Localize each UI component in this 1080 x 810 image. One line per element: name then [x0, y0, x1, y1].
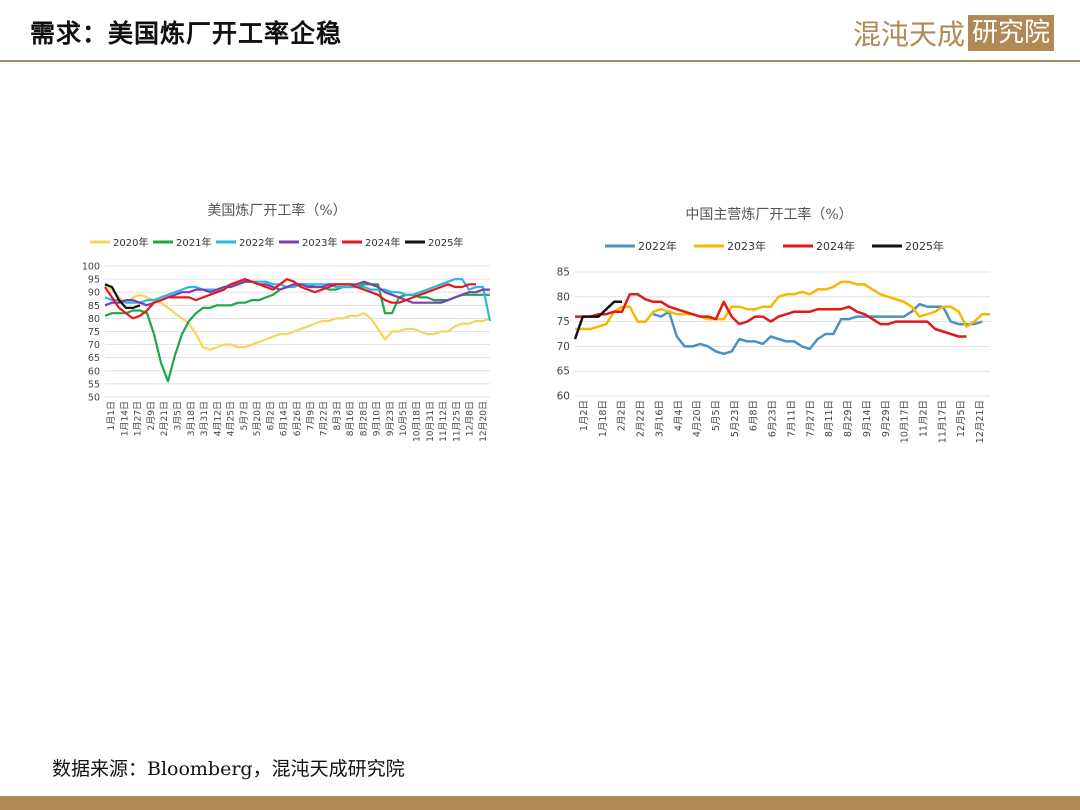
- x-tick-label: 10月18日: [411, 401, 422, 442]
- x-tick-label: 1月14日: [119, 401, 130, 436]
- x-tick-label: 7月9日: [305, 401, 316, 430]
- x-tick-label: 2月21日: [159, 401, 170, 436]
- x-tick-label: 5月7日: [239, 401, 250, 430]
- x-tick-label: 6月26日: [292, 401, 303, 436]
- x-tick-label: 11月25日: [451, 401, 462, 442]
- x-tick-label: 12月20日: [478, 401, 489, 442]
- x-tick-label: 8月29日: [843, 400, 854, 437]
- y-tick-label: 95: [88, 275, 100, 286]
- legend-label-1: 2023年: [727, 239, 766, 253]
- x-tick-label: 9月14日: [862, 400, 873, 437]
- legend-label-3: 2023年: [302, 236, 337, 249]
- legend-label-0: 2022年: [638, 239, 677, 253]
- x-tick-label: 5月23日: [730, 400, 741, 437]
- x-tick-label: 2月9日: [146, 401, 157, 430]
- x-tick-label: 10月17日: [900, 400, 911, 443]
- x-tick-label: 11月2日: [918, 400, 929, 437]
- series-line-2020年: [104, 283, 491, 351]
- y-tick-label: 80: [557, 291, 570, 303]
- series-line-2024年: [104, 278, 476, 320]
- x-tick-label: 3月31日: [199, 401, 210, 436]
- x-tick-label: 8月16日: [345, 401, 356, 436]
- series-line-2025年: [104, 283, 141, 309]
- legend-label-1: 2021年: [176, 236, 211, 249]
- x-tick-label: 12月5日: [956, 400, 967, 437]
- x-tick-label: 4月12日: [212, 401, 223, 436]
- y-tick-label: 80: [88, 314, 100, 325]
- x-tick-label: 1月18日: [598, 400, 609, 437]
- y-tick-label: 75: [88, 327, 100, 338]
- x-tick-label: 8月3日: [332, 401, 343, 430]
- logo-box-text: 研究院: [967, 15, 1054, 51]
- x-tick-label: 1月2日: [579, 400, 590, 431]
- x-tick-label: 4月4日: [673, 400, 684, 431]
- x-tick-label: 6月23日: [768, 400, 779, 437]
- legend-label-5: 2025年: [428, 236, 463, 249]
- legend-label-0: 2020年: [113, 236, 148, 249]
- series-line-2023年: [575, 280, 990, 331]
- legend-label-4: 2024年: [365, 236, 400, 249]
- x-tick-label: 5月5日: [711, 400, 722, 431]
- x-tick-label: 12月21日: [975, 400, 986, 443]
- x-tick-label: 4月25日: [226, 401, 237, 436]
- series-line-2022年: [652, 302, 983, 356]
- y-tick-label: 90: [88, 288, 100, 299]
- x-tick-label: 10月31日: [425, 401, 436, 442]
- y-tick-label: 60: [88, 366, 100, 377]
- y-tick-label: 55: [88, 379, 100, 390]
- x-tick-label: 3月16日: [654, 400, 665, 437]
- x-tick-label: 1月27日: [133, 401, 144, 436]
- y-tick-label: 65: [557, 366, 570, 378]
- y-tick-label: 85: [557, 267, 570, 279]
- x-tick-label: 12月8日: [465, 401, 476, 436]
- x-tick-label: 9月29日: [881, 400, 892, 437]
- y-tick-label: 75: [557, 316, 570, 328]
- series-line-2024年: [575, 293, 967, 338]
- x-tick-label: 7月22日: [319, 401, 330, 436]
- x-tick-label: 1月1日: [106, 401, 117, 430]
- china-refinery-utilization-chart: 中国主营炼厂开工率（%） 2022年 2023年 2024年 2025年 85 80 75 70…: [557, 206, 990, 443]
- x-tick-label: 4月20日: [692, 400, 703, 437]
- y-tick-label: 85: [88, 301, 100, 312]
- y-tick-label: 65: [88, 353, 100, 364]
- x-tick-label: 6月8日: [749, 400, 760, 431]
- legend-label-2: 2022年: [239, 236, 274, 249]
- x-tick-label: 9月10日: [372, 401, 383, 436]
- legend-label-2: 2024年: [816, 239, 855, 253]
- source-note: 数据来源：Bloomberg，混沌天成研究院: [52, 758, 405, 780]
- slide-title: 需求：美国炼厂开工率企稳: [30, 19, 343, 48]
- x-tick-label: 8月28日: [358, 401, 369, 436]
- x-tick-label: 2月22日: [636, 400, 647, 437]
- y-tick-label: 70: [557, 341, 570, 353]
- logo-text: 混沌天成: [852, 18, 965, 51]
- x-tick-label: 2月2日: [617, 400, 628, 431]
- x-tick-label: 6月2日: [265, 401, 276, 430]
- x-tick-label: 3月5日: [173, 401, 184, 430]
- x-tick-label: 7月27日: [805, 400, 816, 437]
- y-tick-label: 60: [557, 391, 570, 403]
- series-line-2025年: [573, 300, 622, 340]
- x-tick-label: 3月18日: [186, 401, 197, 436]
- chart-title: 美国炼厂开工率（%）: [207, 202, 346, 219]
- footer-bar: [0, 796, 1080, 810]
- x-tick-label: 11月12日: [438, 401, 449, 442]
- us-refinery-utilization-chart: 美国炼厂开工率（%） 2020年 2021年 2022年 2023年 2024年 2025年…: [82, 202, 492, 442]
- x-tick-label: 6月14日: [279, 401, 290, 436]
- y-tick-label: 70: [88, 340, 100, 351]
- x-tick-label: 11月17日: [937, 400, 948, 443]
- x-tick-label: 10月5日: [398, 401, 409, 436]
- x-tick-label: 9月23日: [385, 401, 396, 436]
- y-tick-label: 100: [82, 262, 100, 273]
- chart-title: 中国主营炼厂开工率（%）: [685, 206, 852, 223]
- company-logo: 混沌天成 研究院: [853, 14, 1054, 52]
- y-tick-label: 50: [88, 393, 100, 404]
- x-tick-label: 5月20日: [252, 401, 263, 436]
- header-divider: [0, 60, 1080, 62]
- x-tick-label: 8月11日: [824, 400, 835, 437]
- legend-label-3: 2025年: [905, 239, 944, 253]
- x-tick-label: 7月11日: [786, 400, 797, 437]
